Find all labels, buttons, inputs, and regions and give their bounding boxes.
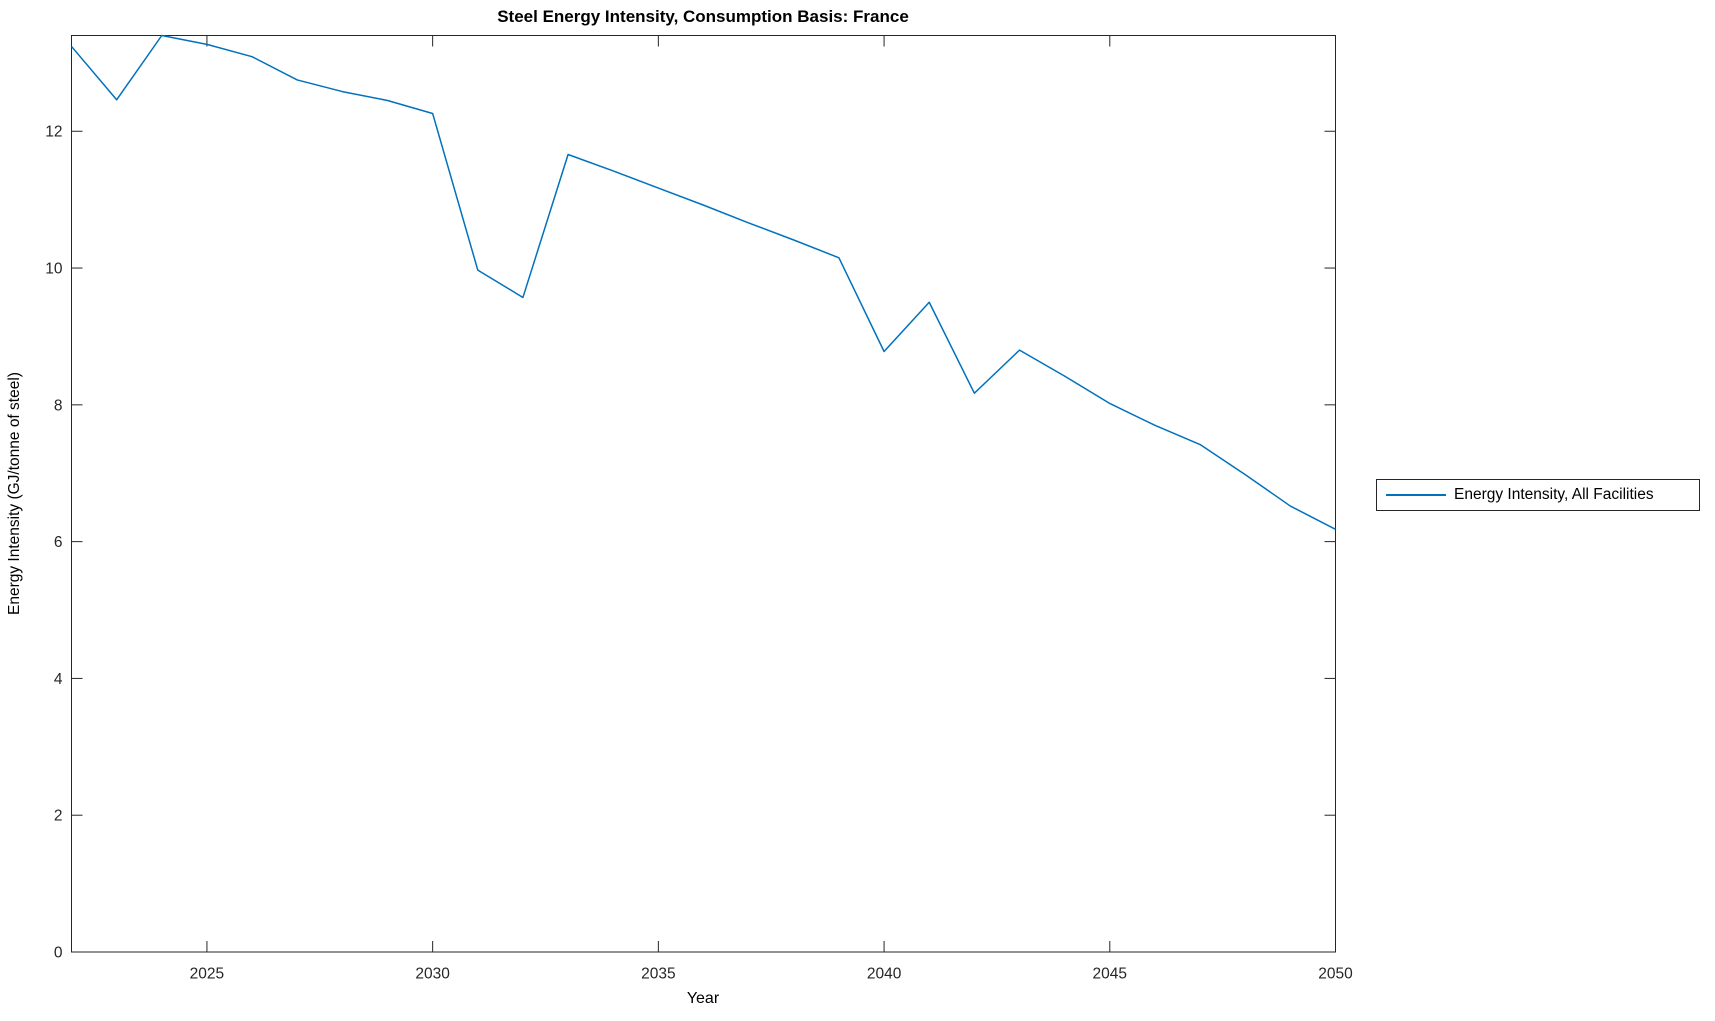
x-tick-label: 2040 — [867, 965, 902, 982]
y-tick-label: 8 — [54, 397, 63, 414]
x-tick-label: 2050 — [1318, 965, 1353, 982]
legend: Energy Intensity, All Facilities — [1376, 479, 1700, 511]
series-line — [70, 34, 1336, 530]
x-axis-label: Year — [686, 990, 720, 1007]
axes-box — [71, 35, 1336, 953]
y-tick-label: 2 — [54, 808, 63, 825]
x-tick-label: 2030 — [415, 965, 450, 982]
y-tick-label: 12 — [45, 124, 62, 141]
y-tick-label: 4 — [54, 671, 63, 688]
x-tick-label: 2035 — [641, 965, 675, 982]
legend-entry-label: Energy Intensity, All Facilities — [1454, 486, 1654, 503]
x-tick-label: 2045 — [1093, 965, 1127, 982]
legend-line-sample — [1386, 494, 1446, 496]
chart-title: Steel Energy Intensity, Consumption Basi… — [497, 7, 909, 26]
y-tick-label: 6 — [54, 534, 63, 551]
x-tick-label: 2025 — [190, 965, 224, 982]
y-tick-label: 0 — [54, 944, 63, 961]
y-axis-label: Energy Intensity (GJ/tonne of steel) — [6, 372, 23, 615]
y-tick-label: 10 — [45, 260, 63, 277]
